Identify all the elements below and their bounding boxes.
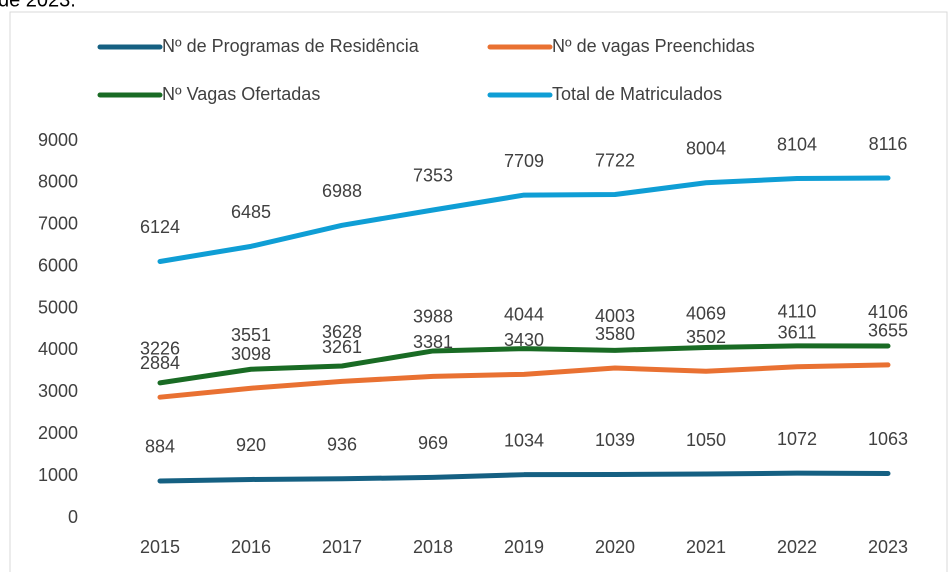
data-label: 4110	[778, 302, 817, 322]
data-label: 3502	[686, 327, 726, 347]
data-label: 4044	[504, 304, 544, 324]
data-label: 3261	[322, 337, 362, 357]
data-label: 3381	[413, 332, 453, 352]
y-tick-label: 4000	[38, 339, 78, 359]
data-label: 3098	[231, 344, 271, 364]
y-tick-label: 8000	[38, 172, 78, 192]
data-label: 8104	[777, 134, 817, 154]
x-tick-label: 2017	[322, 537, 362, 557]
data-label: 7709	[504, 151, 544, 171]
data-label: 4069	[686, 303, 726, 323]
y-tick-label: 0	[68, 507, 78, 527]
x-tick-label: 2018	[413, 537, 453, 557]
data-label: 7353	[413, 166, 453, 186]
y-tick-label: 5000	[38, 297, 78, 317]
data-label: 2884	[140, 353, 180, 373]
data-label: 1063	[868, 429, 908, 449]
data-label: 8004	[686, 138, 726, 158]
data-label: 1034	[504, 430, 544, 450]
data-label: 969	[418, 433, 448, 453]
data-label: 3611	[778, 322, 817, 342]
series-line	[157, 470, 891, 484]
data-label: 8116	[869, 134, 908, 154]
data-label: 6988	[322, 181, 362, 201]
data-label: 4106	[868, 302, 908, 322]
data-label: 3655	[868, 321, 908, 341]
series-line	[157, 362, 891, 400]
data-label: 4003	[595, 306, 635, 326]
series-line	[157, 175, 891, 264]
x-tick-label: 2015	[140, 537, 180, 557]
x-tick-label: 2019	[504, 537, 544, 557]
data-label: 884	[145, 437, 175, 457]
data-label: 3226	[140, 339, 180, 359]
y-tick-label: 7000	[38, 214, 78, 234]
x-tick-label: 2016	[231, 537, 271, 557]
series-line	[157, 343, 891, 386]
legend-label: Nº de vagas Preenchidas	[552, 36, 755, 56]
y-tick-label: 9000	[38, 130, 78, 150]
data-label: 7722	[595, 150, 635, 170]
data-label: 3551	[231, 325, 271, 345]
x-tick-label: 2020	[595, 537, 635, 557]
data-label: 6124	[140, 217, 180, 237]
data-label: 1072	[777, 429, 817, 449]
data-label: 936	[327, 435, 357, 455]
y-tick-label: 2000	[38, 423, 78, 443]
legend-label: Nº Vagas Ofertadas	[162, 84, 320, 104]
y-tick-label: 6000	[38, 255, 78, 275]
x-tick-label: 2021	[686, 537, 726, 557]
data-label: 3580	[595, 324, 635, 344]
chart-title: de 2023.	[0, 0, 76, 11]
legend-label: Nº de Programas de Residência	[162, 36, 420, 56]
data-label: 6485	[231, 202, 271, 222]
data-label: 3628	[322, 322, 362, 342]
x-tick-label: 2023	[868, 537, 908, 557]
x-tick-label: 2022	[777, 537, 817, 557]
data-label: 3988	[413, 307, 453, 327]
data-label: 3430	[504, 330, 544, 350]
y-tick-label: 3000	[38, 381, 78, 401]
data-label: 920	[236, 435, 266, 455]
data-label: 1050	[686, 430, 726, 450]
legend-label: Total de Matriculados	[552, 84, 722, 104]
data-label: 1039	[595, 430, 635, 450]
y-tick-label: 1000	[38, 465, 78, 485]
